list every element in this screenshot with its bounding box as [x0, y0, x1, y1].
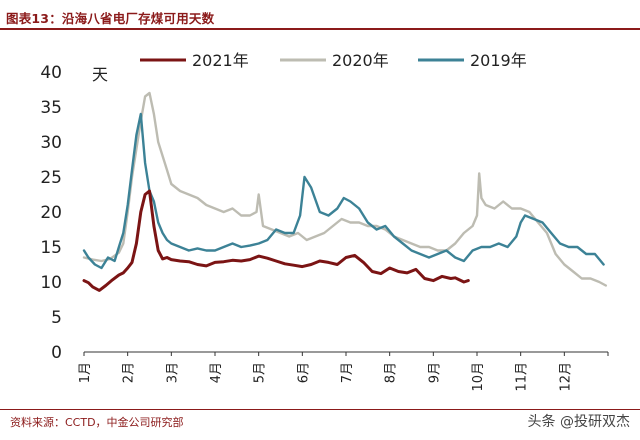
figure-title: 图表13：沿海八省电厂存煤可用天数 [6, 11, 215, 26]
source-rule [0, 409, 640, 410]
x-tick-label: 8月 [384, 362, 399, 383]
legend-label: 2021年 [192, 51, 249, 70]
source-note: 资料来源：CCTD，中金公司研究部 [10, 416, 184, 429]
y-tick-label: 20 [40, 203, 62, 223]
x-tick-label: 6月 [296, 362, 311, 383]
y-tick-label: 25 [40, 168, 62, 188]
series-line-2021年 [82, 189, 470, 292]
x-tick-label: 12月 [558, 362, 573, 392]
x-tick-label: 1月 [78, 362, 93, 383]
series-line-2020年 [82, 91, 607, 287]
y-tick-label: 35 [40, 98, 62, 118]
y-tick-label: 40 [40, 63, 62, 83]
y-tick-label: 10 [40, 273, 62, 293]
x-tick-label: 9月 [427, 362, 442, 383]
y-tick-label: 30 [40, 133, 62, 153]
y-tick-label: 15 [40, 238, 62, 258]
x-tick-label: 2月 [122, 362, 137, 383]
x-tick-label: 3月 [165, 362, 180, 383]
y-tick-label: 5 [51, 308, 62, 328]
legend-label: 2019年 [470, 51, 527, 70]
x-tick-label: 10月 [471, 362, 486, 392]
axes: 0 5 10 15 20 25 30 35 40 天 1月 2月 3月 4月 5月 6月 7月 8月 9月 10月 11… [40, 63, 609, 392]
line-chart: 0 5 10 15 20 25 30 35 40 天 1月 2月 3月 4月 5月 6月 7月 8月 9月 10月 11… [40, 51, 609, 392]
legend-label: 2020年 [332, 51, 389, 70]
x-tick-label: 5月 [253, 362, 268, 383]
title-rule [0, 28, 640, 30]
watermark: 头条 @投研双杰 [527, 414, 630, 430]
x-tick-label: 11月 [515, 362, 530, 392]
series-line-2019年 [82, 112, 605, 270]
x-tick-label: 4月 [209, 362, 224, 383]
x-tick-label: 7月 [340, 362, 355, 383]
series-layer [82, 91, 607, 292]
y-tick-label: 0 [51, 343, 62, 363]
legend: 2021年 2020年 2019年 [140, 51, 527, 70]
y-axis-unit: 天 [92, 65, 108, 84]
